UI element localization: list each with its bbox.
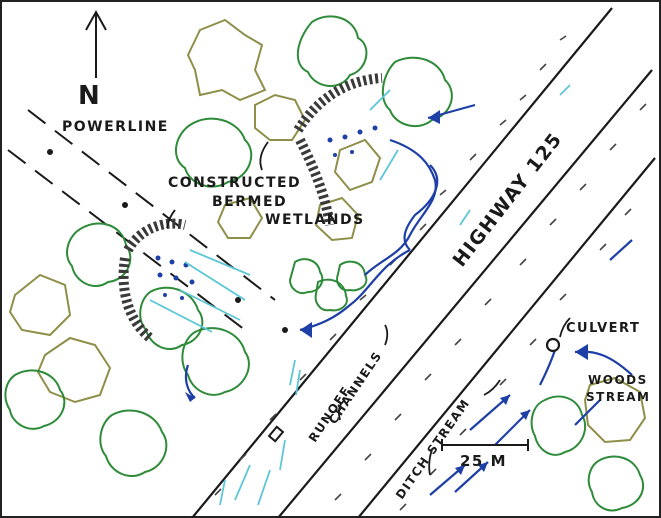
tree-icon: [298, 16, 367, 86]
tree-icon: [383, 58, 452, 126]
berm-lower: [128, 224, 185, 250]
flow-culvert-exit: [540, 350, 555, 385]
highway-label: HIGHWAY 125: [449, 128, 567, 271]
runoff-label-2: CHANNELS: [326, 349, 385, 427]
culvert-label: CULVERT: [566, 321, 640, 336]
tree-icon: [182, 328, 249, 395]
tree-icon: [585, 378, 645, 442]
woods-stream-label-1: WOODS: [588, 373, 648, 387]
highway-edge-east: [278, 70, 652, 518]
tree-icon: [532, 396, 586, 454]
scale-label: 25 M: [460, 452, 507, 470]
scale-bar: [442, 439, 528, 451]
tree-icon: [255, 95, 305, 140]
north-label: N: [78, 81, 101, 111]
powerline-route: [8, 110, 275, 330]
tree-icon: [589, 456, 643, 510]
wetlands-label-2: BERMED: [212, 194, 287, 210]
flow-routes: [186, 105, 632, 495]
runoff-inlet-icon: [269, 427, 283, 441]
wetlands-label-1: CONSTRUCTED: [168, 175, 301, 191]
woods-stream-label-2: STREAM: [586, 390, 651, 404]
culvert-icon: [547, 339, 559, 351]
tree-icon: [188, 20, 265, 100]
tree-icon: [100, 410, 166, 476]
tree-icon: [10, 275, 70, 335]
berm-upper: [298, 78, 382, 130]
highway-edge-west: [192, 8, 612, 518]
powerline-label: POWERLINE: [62, 119, 169, 135]
tree-icon: [38, 338, 110, 402]
tree-icon: [335, 140, 380, 190]
north-arrow-icon: [86, 12, 106, 78]
tree-icon: [5, 370, 64, 428]
wetlands-label-3: WETLANDS: [265, 212, 365, 228]
